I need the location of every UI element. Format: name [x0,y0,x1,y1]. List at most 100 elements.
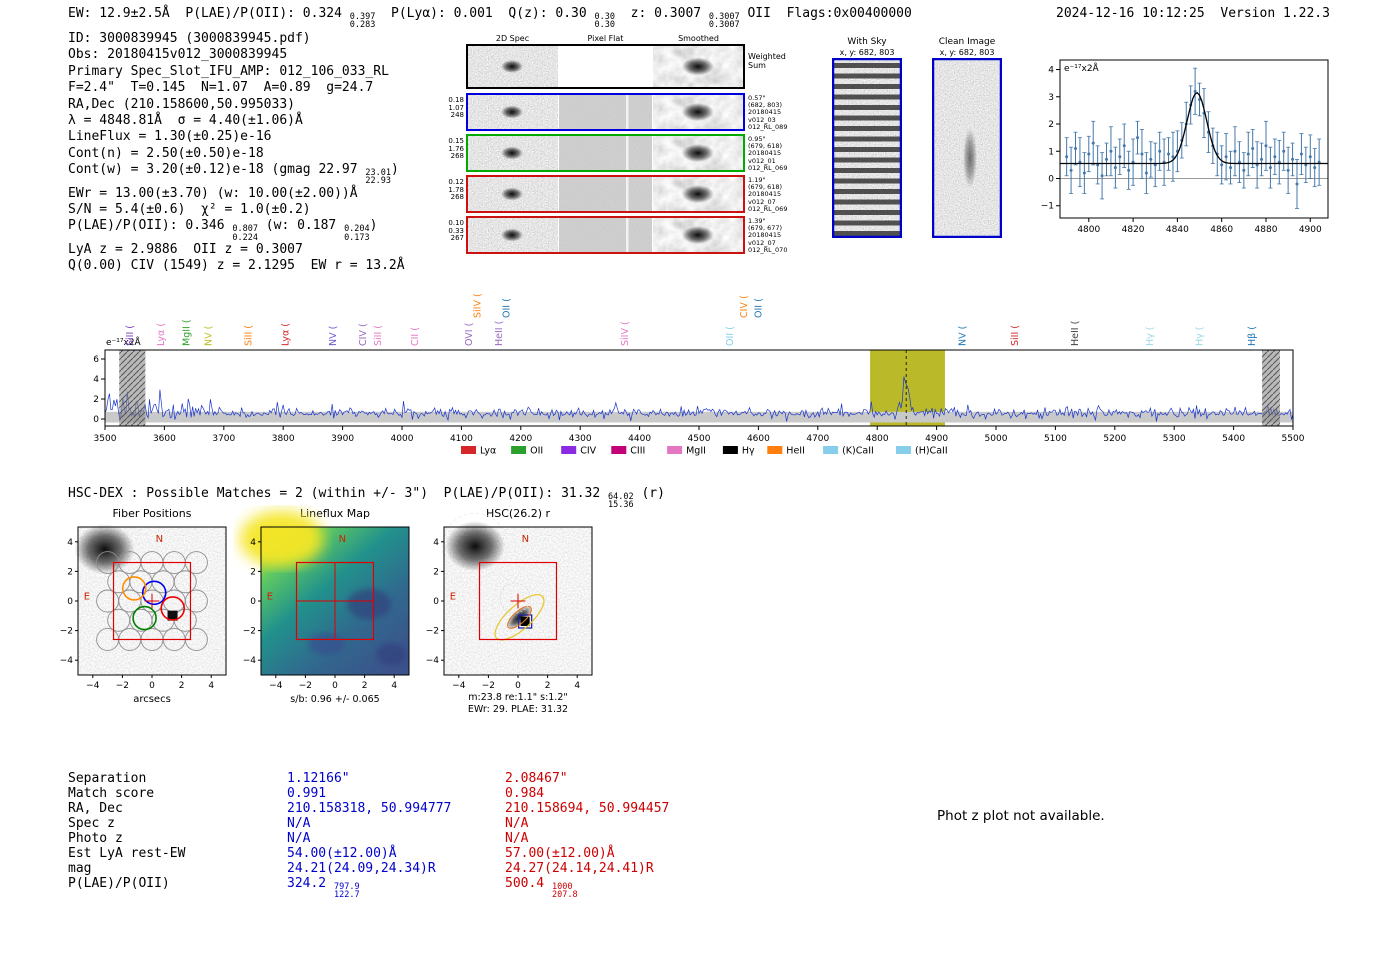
spec2d-row-image [466,44,745,89]
info-line: F=2.4" T=0.145 N=1.07 A=0.89 g=24.7 [68,80,374,96]
svg-text:MgII (: MgII ( [181,319,192,346]
svg-text:−1: −1 [1041,202,1054,212]
header-meta: 2024-12-16 10:12:25 Version 1.22.3 [1056,6,1330,22]
spec2d-row-image [466,134,745,172]
info-line: ID: 3000839945 (3000839945.pdf) [68,31,311,46]
info-line: LyA z = 2.9886 OII z = 0.3007 [68,241,303,257]
svg-text:5300: 5300 [1163,434,1186,444]
match-row-label: Est LyA rest-EW [68,846,186,861]
svg-text:SiIV (: SiIV ( [620,321,631,346]
match-row: Est LyA rest-EW 54.00(±12.00)Å 57.00(±12.0… [68,846,723,861]
svg-text:4: 4 [93,375,99,385]
match-row: RA, Dec 210.158318, 50.994777 210.158694, … [68,801,723,816]
match-row-label: mag [68,861,92,876]
svg-text:N: N [522,534,529,545]
svg-text:3600: 3600 [153,434,176,444]
svg-text:SiII (: SiII ( [373,325,384,346]
version-label: Version 1.22.3 [1220,6,1330,21]
match-row: mag 24.21(24.09,24.34)R 24.27(24.14,24.41)… [68,861,723,876]
svg-text:4400: 4400 [628,434,651,444]
match2-value: 210.158694, 50.994457 [505,801,670,816]
value-range: 0.807 0.224 [232,224,258,243]
col-header-smoothed: Smoothed [678,34,719,43]
svg-text:−2: −2 [60,627,73,637]
spec2d-row-image [466,93,745,131]
svg-text:0: 0 [433,597,439,607]
svg-text:Hγ (: Hγ ( [1145,327,1156,347]
match1-value: 210.158318, 50.994777 [287,801,452,816]
svg-text:OII (: OII ( [502,298,513,318]
svg-text:OII (: OII ( [753,298,764,318]
match-row: Match score 0.991 0.984 [68,786,723,801]
svg-text:NV (: NV ( [203,326,214,346]
svg-text:E: E [267,592,273,603]
svg-text:−2: −2 [482,681,495,691]
spec2d-row-left-labels: 0.12 1.78 268 [448,178,464,202]
svg-text:E: E [450,592,456,603]
svg-text:4: 4 [67,538,73,548]
svg-text:3900: 3900 [331,434,354,444]
svg-text:OVI (: OVI ( [464,323,475,346]
value-range: 797.9 122.7 [333,882,360,901]
spec2d-row-left-labels: 0.18 1.07 248 [448,96,464,120]
svg-text:3700: 3700 [212,434,235,444]
svg-text:−4: −4 [426,656,440,666]
svg-text:0: 0 [515,681,521,691]
highlight-fiber [121,576,147,601]
svg-text:−4: −4 [269,681,283,691]
info-line: Q(0.00) CIV (1549) z = 2.1295 EW r = 13.… [68,258,405,274]
svg-text:Lyα (: Lyα ( [156,323,167,346]
spec2d-row-left-labels: 0.15 1.76 268 [448,137,464,161]
svg-text:Lyα: Lyα [480,446,496,457]
svg-text:6: 6 [93,355,99,365]
info-block: ID: 3000839945 (3000839945.pdf) Obs: 2018… [68,31,405,275]
match1-value: N/A [287,816,311,831]
gaussian-fit-curve [1060,91,1328,165]
match2-value: 500.4 1000 207.8 [505,876,578,901]
svg-text:−2: −2 [243,627,256,637]
value-range: 1000 207.8 [551,882,578,901]
info-line: λ = 4848.81Å σ = 4.40(±1.06)Å [68,113,303,129]
svg-text:4700: 4700 [806,434,829,444]
svg-text:2: 2 [433,567,439,577]
match-row: Spec z N/A N/A [68,816,723,831]
spec2d-row-left-labels: 0.10 0.33 267 [448,219,464,243]
svg-text:CIV (: CIV ( [739,295,750,318]
info-line: Cont(w) = 3.20(±0.12)e-18 (gmag 22.97 23… [68,162,399,187]
svg-text:2: 2 [93,395,99,405]
svg-text:SiII (: SiII ( [1010,325,1021,346]
svg-text:3: 3 [1048,93,1054,103]
match-row-label: Photo z [68,831,123,846]
col-header-2dspec: 2D Spec [495,34,530,43]
svg-text:4900: 4900 [925,434,948,444]
svg-text:Hβ (: Hβ ( [1247,326,1258,346]
svg-text:4: 4 [208,681,214,691]
svg-text:NV (: NV ( [328,326,339,346]
info-line: S/N = 5.4(±0.6) χ² = 1.0(±0.2) [68,202,311,218]
svg-text:5400: 5400 [1222,434,1245,444]
svg-text:CIII: CIII [630,446,645,457]
svg-text:0: 0 [250,597,256,607]
svg-text:5000: 5000 [985,434,1008,444]
match1-value: 1.12166" [287,771,350,786]
svg-text:e⁻¹⁷x2Å: e⁻¹⁷x2Å [106,336,142,348]
svg-text:−2: −2 [116,681,129,691]
spectrum-legend: Lyα OII CIV CIII MgII Hγ HeII (K)CaII (H)CaII [461,446,948,457]
match2-value: N/A [505,816,529,831]
match-row: P(LAE)/P(OII) 324.2 797.9 122.7 500.4 1000 2… [68,876,723,900]
value-range: 0.397 0.283 [349,12,376,31]
svg-text:2: 2 [67,567,73,577]
match-row-label: Spec z [68,816,115,831]
svg-text:5500: 5500 [1282,434,1305,444]
match-table: Separation 1.12166" 2.08467" Match score 0.9… [68,771,723,900]
value-range: 64.02 15.36 [608,492,634,511]
svg-text:4860: 4860 [1210,225,1233,235]
svg-text:arcsecs: arcsecs [133,694,171,705]
match1-value: 0.991 [287,786,327,801]
match2-value: 24.27(24.14,24.41)R [505,861,654,876]
withsky-title: With Sky [847,37,887,47]
svg-text:5100: 5100 [1044,434,1067,444]
highlight-fiber [132,605,157,631]
svg-text:−2: −2 [299,681,312,691]
svg-text:0: 0 [67,597,73,607]
